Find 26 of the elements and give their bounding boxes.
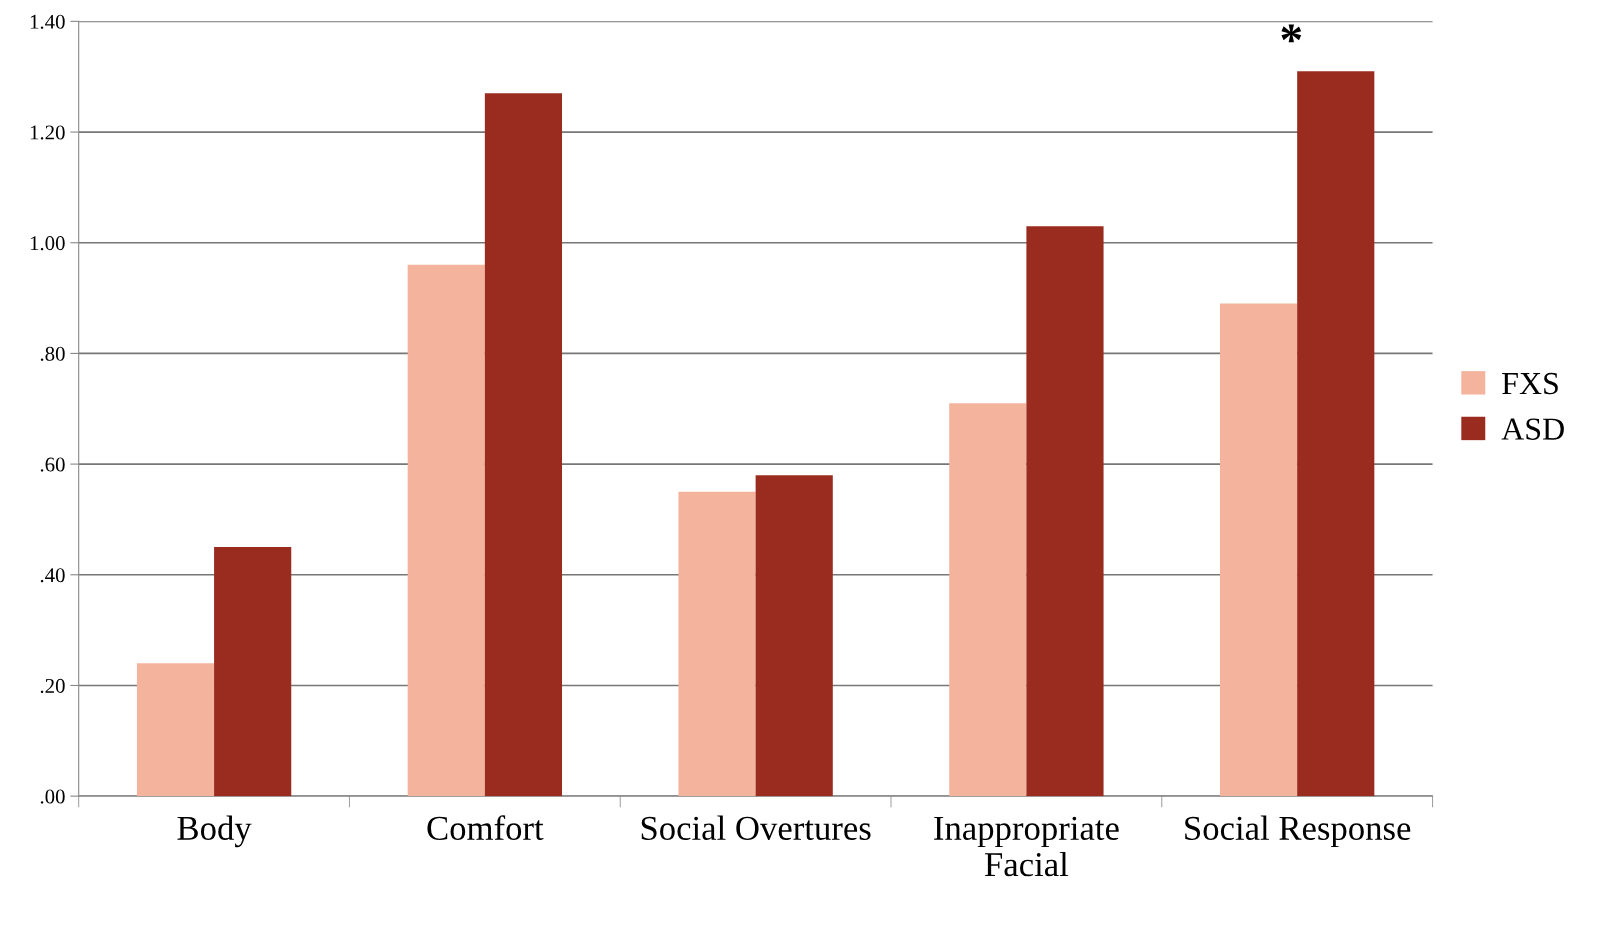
y-tick-label: 1.20 xyxy=(30,125,65,140)
y-tick-label: 1.40 xyxy=(30,14,65,29)
x-tick-label: Comfort xyxy=(427,815,544,841)
y-tick-label: .80 xyxy=(40,346,65,361)
legend-label: FXS xyxy=(1502,372,1558,395)
y-tick-label: 1.00 xyxy=(30,236,65,251)
x-tick-label: Social Overtures xyxy=(641,815,871,841)
bar xyxy=(755,475,833,797)
y-tick-label: .40 xyxy=(40,568,65,583)
bar xyxy=(1220,303,1298,797)
bar xyxy=(678,491,756,797)
bar xyxy=(136,663,215,797)
x-tick-label: Inappropriate Facial xyxy=(934,816,1119,877)
annotation: * xyxy=(1281,24,1302,43)
bar xyxy=(214,547,292,797)
bar xyxy=(1026,226,1104,797)
bar xyxy=(949,403,1027,797)
y-tick-label: .60 xyxy=(40,457,65,472)
bar xyxy=(1297,71,1375,797)
bar xyxy=(484,93,563,797)
legend-label: ASD xyxy=(1501,418,1564,440)
x-tick-label: Social Response xyxy=(1185,815,1411,848)
y-tick-label: .20 xyxy=(40,678,65,693)
x-tick-label: Body xyxy=(177,815,252,848)
y-tick-label: .00 xyxy=(40,789,65,804)
bar xyxy=(407,264,485,797)
